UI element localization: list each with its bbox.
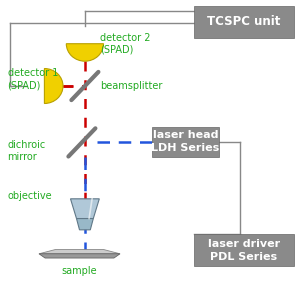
- Text: detector 1
(SPAD): detector 1 (SPAD): [8, 68, 58, 90]
- Text: TCSPC unit: TCSPC unit: [207, 15, 280, 28]
- FancyBboxPatch shape: [194, 6, 294, 38]
- FancyBboxPatch shape: [194, 234, 294, 266]
- Polygon shape: [39, 254, 120, 258]
- Text: dichroic
mirror: dichroic mirror: [8, 140, 46, 162]
- Polygon shape: [76, 219, 93, 230]
- Polygon shape: [39, 250, 120, 254]
- Text: objective: objective: [8, 191, 52, 201]
- Text: laser driver
PDL Series: laser driver PDL Series: [208, 239, 280, 262]
- Text: sample: sample: [62, 266, 97, 276]
- Text: laser head
LDH Series: laser head LDH Series: [151, 130, 219, 153]
- Text: beamsplitter: beamsplitter: [100, 81, 163, 91]
- Text: detector 2
(SPAD): detector 2 (SPAD): [100, 32, 151, 55]
- Polygon shape: [70, 199, 99, 219]
- Wedge shape: [44, 69, 63, 103]
- Wedge shape: [66, 44, 103, 61]
- FancyBboxPatch shape: [152, 127, 219, 157]
